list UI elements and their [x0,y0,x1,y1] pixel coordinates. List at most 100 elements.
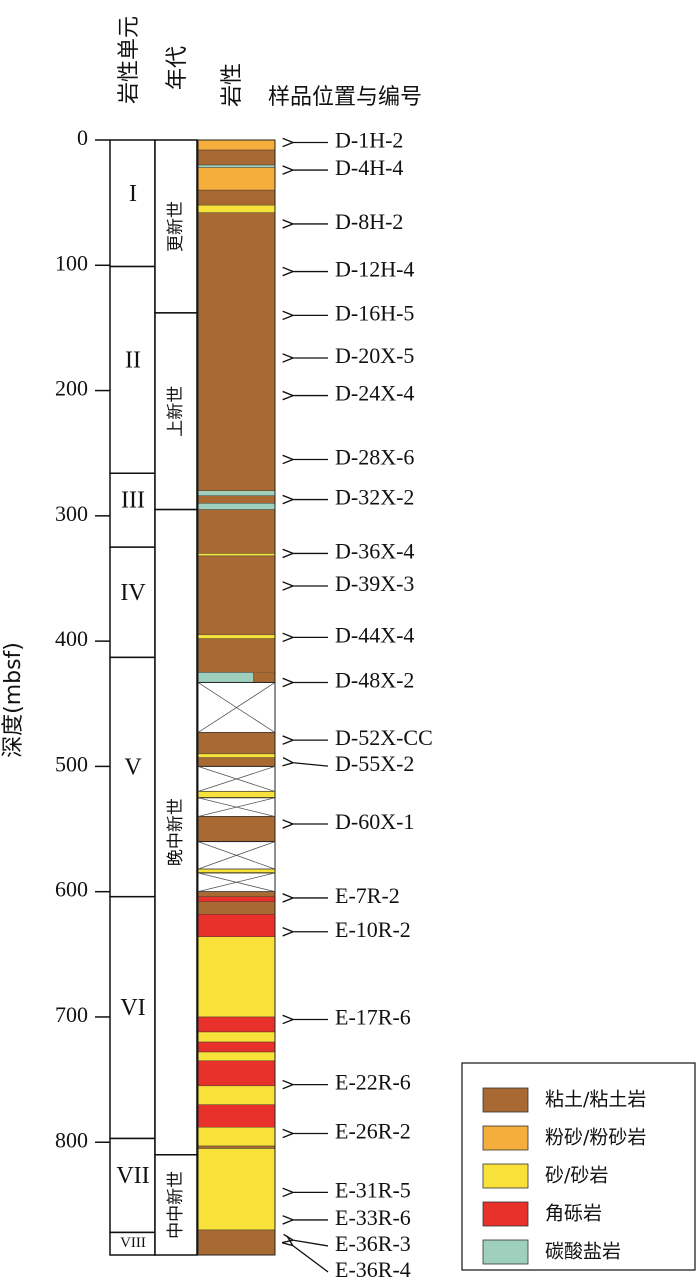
sample-label: D-24X-4 [335,381,414,406]
layer [197,936,276,1018]
layer [197,672,254,683]
layer [197,732,276,755]
sample-arrow [292,1245,329,1273]
legend-label: 角砾岩 [545,1203,602,1225]
layer [197,1060,276,1087]
age [154,508,198,1156]
layer [197,1016,276,1033]
legend-label: 粉砂/粉砂岩 [545,1127,646,1149]
header-samples: 样品位置与编号 [268,85,422,110]
layer [197,212,276,491]
sample-label: D-39X-3 [335,571,414,596]
age-label: 上新世 [166,386,186,437]
layer [197,1229,276,1256]
layer [197,1127,276,1147]
layer [197,149,276,166]
layer [197,503,276,510]
layer [197,189,276,206]
tick-label: 700 [55,1002,88,1027]
unit-label: VII [116,1163,149,1189]
gap-cross [197,682,276,733]
sample-label: D-1H-2 [335,128,403,153]
sample-label: E-36R-3 [335,1231,411,1256]
axis-label: 深度(mbsf) [1,642,26,758]
layer [197,490,276,496]
layer [197,139,276,151]
sample-label: E-7R-2 [335,883,400,908]
header-age: 年代 [165,46,190,90]
layer [197,868,276,874]
layer [197,1104,276,1128]
layer [197,901,276,915]
tick-label: 400 [55,626,88,651]
sample-arrow [292,1240,329,1247]
sample-label: D-4H-4 [335,155,403,180]
tick-label: 200 [55,376,88,401]
sample-label: D-16H-5 [335,300,414,325]
layer [197,1148,276,1231]
tick-label: 600 [55,877,88,902]
layer [197,164,276,168]
layer [197,891,276,897]
legend-label: 碳酸盐岩 [545,1241,621,1263]
sample-arrow [292,763,329,767]
layer [197,1085,276,1105]
unit [109,546,156,659]
unit-label: VIII [120,1235,146,1251]
sample-label: D-52X-CC [335,725,433,750]
unit [109,895,156,1140]
sample-label: E-31R-5 [335,1177,411,1202]
unit [109,265,156,474]
layer [197,816,276,842]
tick-label: 0 [77,125,88,150]
layer [197,167,276,191]
sample-label: D-8H-2 [335,209,403,234]
sample-label: E-22R-6 [335,1070,411,1095]
sample-label: D-44X-4 [335,622,414,647]
tick-label: 500 [55,751,88,776]
unit [109,1137,156,1234]
sample-label: D-36X-4 [335,538,414,563]
gap-cross [197,872,276,893]
sample-label: D-32X-2 [335,485,414,510]
legend-swatch [482,1163,529,1189]
unit-label: V [124,755,142,781]
gap-cross [197,841,276,870]
unit-label: VI [120,995,145,1021]
legend-swatch [482,1125,529,1151]
legend-swatch [482,1087,529,1113]
sample-label: D-60X-1 [335,809,414,834]
legend-label: 粘土/粘土岩 [545,1089,646,1111]
layer [197,791,276,798]
layer [197,1051,276,1062]
unit-label: I [129,181,137,207]
sample-label: E-33R-6 [335,1205,411,1230]
gap-cross [197,797,276,817]
age-label: 更新世 [166,201,186,252]
layer [197,509,276,554]
age-label: 晚中新世 [166,798,186,866]
layer [197,757,276,767]
layer [197,1031,276,1043]
sample-label: D-28X-6 [335,445,414,470]
gap-cross [197,766,276,792]
tick-label: 300 [55,501,88,526]
layer [197,1145,276,1149]
age [154,139,198,314]
sample-label: D-55X-2 [335,751,414,776]
age [154,312,198,511]
layer [197,553,276,557]
layer [197,555,276,636]
layer [197,204,276,213]
layer [197,1041,276,1053]
header-units: 岩性单元 [117,16,142,104]
header-lithology: 岩性 [220,63,245,107]
sample-label: E-10R-2 [335,917,411,942]
sample-label: E-26R-2 [335,1119,411,1144]
layer [197,634,276,639]
sample-label: D-20X-5 [335,343,414,368]
layer [197,495,276,504]
sample-label: D-12H-4 [335,257,414,282]
layer [197,914,276,937]
